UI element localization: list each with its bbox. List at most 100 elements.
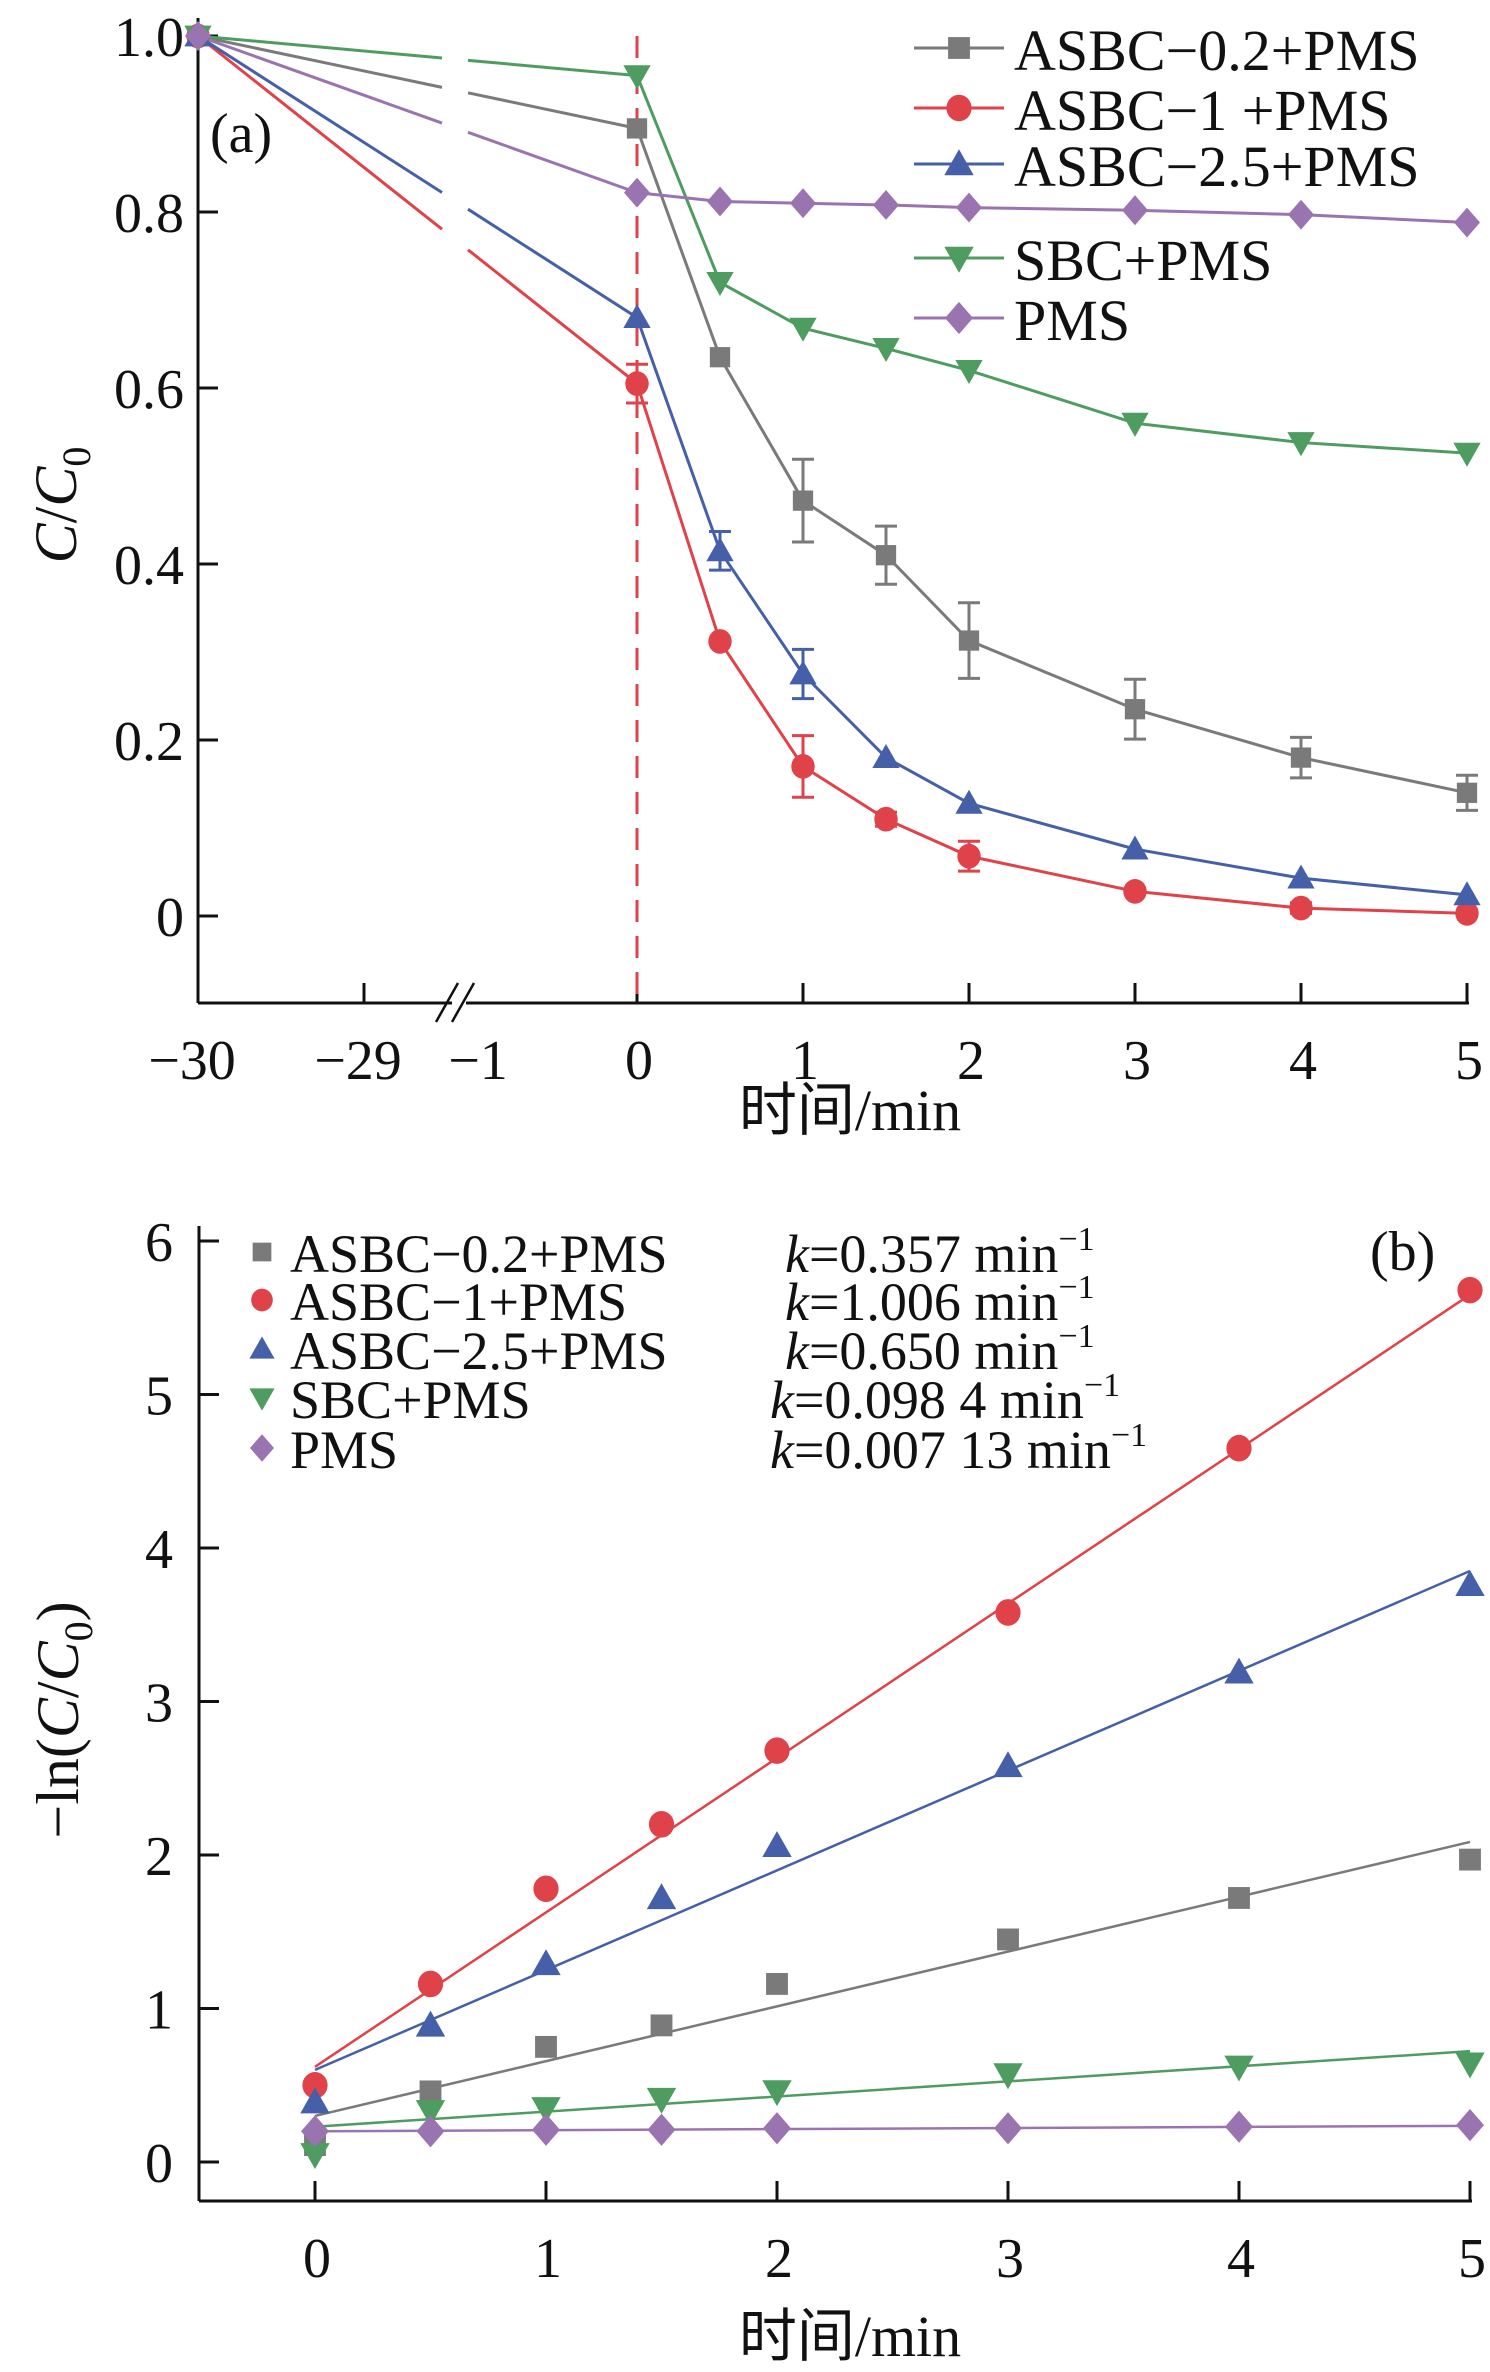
- legend-k-value: k=1.006 min−1: [785, 1269, 1095, 1332]
- x-axis-label: 时间/min: [739, 2304, 961, 2369]
- series-line: [635, 317, 1468, 897]
- series-line: [635, 127, 1468, 795]
- legend-marker-circle: [946, 94, 972, 122]
- x-tick-label: 0: [625, 1030, 653, 1092]
- data-point-triangle-up: [1121, 835, 1149, 860]
- legend-marker-triangle-down: [249, 1388, 275, 1411]
- y-axis-label: C/C0: [23, 447, 99, 564]
- legend-marker-circle: [251, 1288, 273, 1312]
- legend-marker-triangle-down: [944, 246, 974, 273]
- legend-label: ASBC−1 +PMS: [1014, 78, 1391, 143]
- y-axis-label-slash: /: [25, 1681, 91, 1698]
- data-point-diamond: [1456, 2109, 1484, 2142]
- x-tick-label: 1: [791, 1030, 819, 1092]
- data-point-diamond: [763, 2112, 791, 2145]
- y-tick-label: 2: [145, 1826, 173, 1888]
- data-point-triangle-down: [1121, 412, 1149, 437]
- y-tick-label: 4: [145, 1519, 173, 1581]
- series-line-segment: [467, 91, 638, 130]
- y-tick-label: 0.8: [114, 183, 184, 245]
- series-line-segment: [467, 58, 638, 78]
- series-line: [635, 383, 1468, 915]
- legend-label: ASBC−1+PMS: [290, 1272, 627, 1332]
- data-point-circle: [995, 1599, 1021, 1626]
- y-axis-label: −ln(C/C0): [25, 1601, 101, 1838]
- y-axis-label-slash: /: [23, 506, 89, 523]
- data-point-triangle-up: [623, 303, 651, 328]
- data-point-circle: [957, 843, 981, 869]
- legend-k-value: k=0.007 13 min−1: [770, 1417, 1147, 1480]
- data-point-circle: [708, 629, 732, 654]
- series-line-segment: [197, 34, 443, 125]
- data-point-triangle-down: [789, 317, 817, 342]
- data-point-triangle-up: [762, 1831, 792, 1857]
- legend-label: ASBC−0.2+PMS: [1014, 18, 1420, 83]
- k-exponent: −1: [1058, 1269, 1094, 1306]
- y-tick-label: 0: [156, 887, 184, 949]
- k-number: =0.007 13 min: [794, 1420, 1111, 1480]
- data-point-square: [875, 545, 897, 566]
- data-point-square: [650, 2014, 673, 2037]
- y-tick-label: 0: [145, 2133, 173, 2195]
- data-point-circle: [648, 1811, 675, 1838]
- x-tick-label: 4: [1227, 2228, 1255, 2290]
- y-tick-label: 1.0: [114, 7, 184, 69]
- fit-line-1: [314, 1293, 1471, 2068]
- data-point-triangle-down: [1453, 442, 1481, 467]
- series-line-segment: [197, 34, 443, 60]
- data-point-square: [1459, 1848, 1481, 1871]
- data-point-square: [709, 347, 731, 368]
- data-point-circle: [533, 1875, 559, 1903]
- series-4: [197, 34, 1468, 225]
- data-point-square: [766, 1973, 788, 1995]
- x-tick-label: −29: [314, 1030, 402, 1092]
- data-point-triangle-up: [415, 2010, 446, 2037]
- k-symbol: k: [770, 1420, 795, 1480]
- data-point-triangle-up: [531, 1949, 561, 1976]
- y-axis-label-main: C/C: [23, 466, 89, 564]
- x-tick-label: 2: [765, 2228, 793, 2290]
- data-point-triangle-down: [955, 360, 983, 385]
- y-tick-label: 0.2: [114, 711, 184, 773]
- legend-k-value: k=0.098 4 min−1: [770, 1367, 1120, 1430]
- data-point-square: [1456, 782, 1478, 803]
- legend-label: ASBC−0.2+PMS: [290, 1224, 668, 1284]
- y-axis-label-c0: C: [23, 466, 89, 507]
- data-point-circle: [791, 754, 815, 779]
- fit-line-3: [314, 2049, 1471, 2128]
- y-axis-label-c: C: [23, 522, 89, 563]
- data-point-square: [419, 2080, 442, 2103]
- data-point-triangle-down: [706, 272, 734, 297]
- data-point-diamond: [624, 177, 650, 208]
- k-number: =1.006 min: [809, 1272, 1058, 1332]
- data-point-triangle-down: [993, 2063, 1023, 2090]
- legend-marker-triangle-up: [944, 149, 974, 176]
- x-tick-label: 0: [303, 2228, 331, 2290]
- k-symbol: k: [785, 1272, 810, 1332]
- data-point-diamond: [1225, 2110, 1253, 2143]
- data-point-triangle-down: [1224, 2055, 1254, 2082]
- x-tick-label: 5: [1455, 1030, 1483, 1092]
- data-point-triangle-up: [1224, 1657, 1254, 1684]
- k-number: =0.357 min: [809, 1224, 1058, 1284]
- data-point-square: [626, 118, 648, 139]
- legend-label: ASBC−2.5+PMS: [1014, 134, 1420, 199]
- data-point-square: [1290, 747, 1312, 768]
- data-point-circle: [625, 371, 649, 396]
- data-point-square: [958, 630, 980, 651]
- data-point-triangle-down: [872, 338, 900, 363]
- panel-label: (a): [210, 103, 272, 165]
- data-point-diamond: [790, 188, 816, 219]
- data-point-triangle-down: [623, 65, 651, 90]
- series-3: [197, 34, 1468, 455]
- legend-label: ASBC−2.5+PMS: [290, 1321, 668, 1381]
- panel-a: 00.20.40.60.81.0−30 −29 −1 0 1 2 3 4 5时间/minC/C0…: [23, 7, 1483, 1143]
- fit-line-4: [314, 2124, 1471, 2133]
- legend-marker-triangle-up: [249, 1336, 275, 1359]
- y-tick-label: 0.6: [114, 359, 184, 421]
- panel-label: (b): [1370, 1221, 1435, 1283]
- data-point-triangle-up: [1287, 864, 1315, 889]
- legend-marker-square: [252, 1242, 272, 1262]
- data-point-diamond: [532, 2113, 560, 2146]
- fit-line-0: [314, 1840, 1471, 2118]
